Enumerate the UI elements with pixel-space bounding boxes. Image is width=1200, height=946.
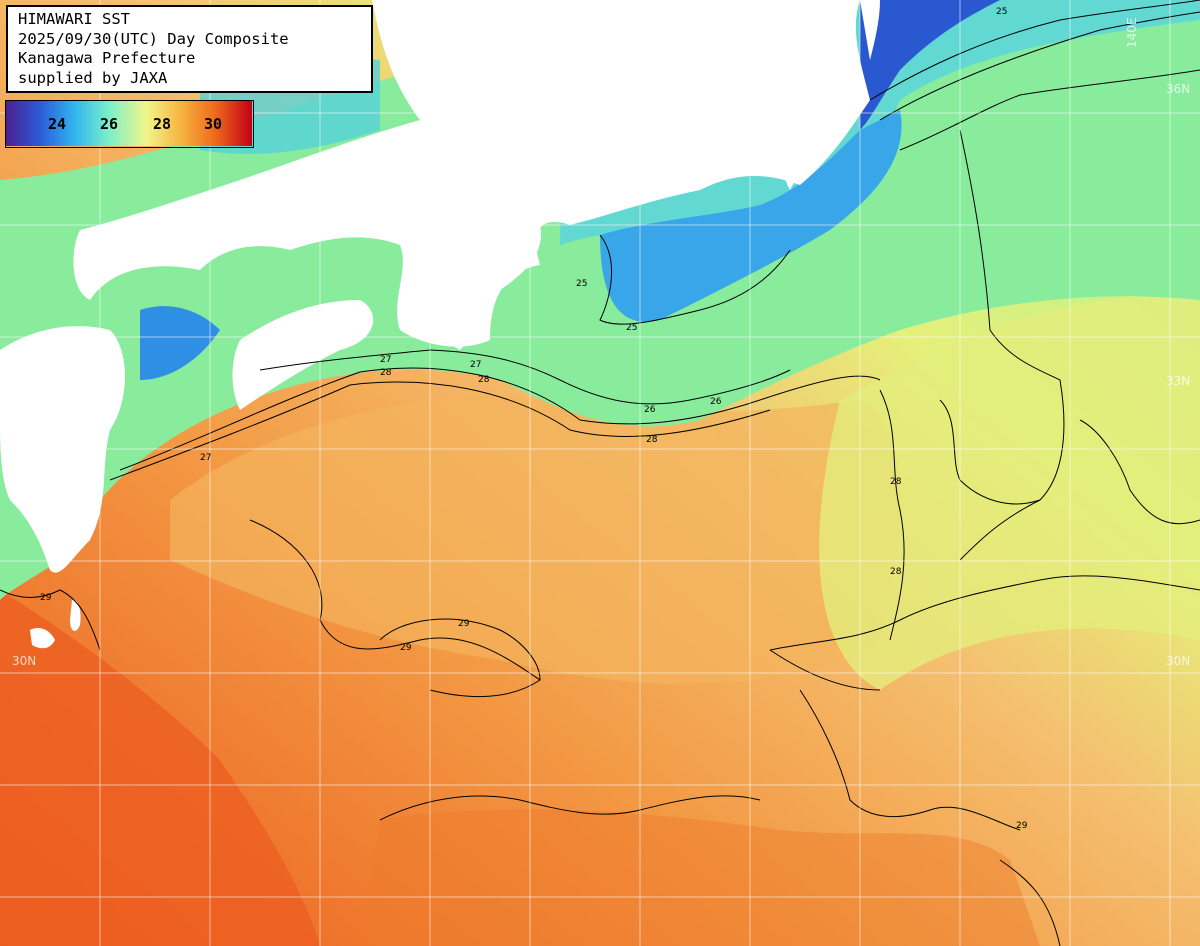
lon-label-140e: 140E xyxy=(1125,17,1139,49)
legend-tick: 30 xyxy=(203,115,223,133)
contour-label: 28 xyxy=(646,435,658,445)
legend-tick: 26 xyxy=(99,115,119,133)
deep-blue-water-sagami xyxy=(860,0,1000,130)
contour-label: 25 xyxy=(576,279,587,289)
warm-water-central xyxy=(170,395,900,684)
contour-label: 26 xyxy=(710,397,722,407)
legend-tick: 28 xyxy=(152,115,172,133)
legend-tick: 24 xyxy=(47,115,67,133)
contour-label: 26 xyxy=(644,405,656,415)
lat-label-33n-right: 33N xyxy=(1166,374,1191,388)
contour-label: 27 xyxy=(380,355,391,365)
lon-label-136e: 136E xyxy=(480,0,494,20)
lat-label-30n-right: 30N xyxy=(1166,654,1191,668)
land-izu xyxy=(775,114,830,190)
land-island-yakushima xyxy=(70,599,81,632)
contour-label: 28 xyxy=(890,477,902,487)
land-honshu-east xyxy=(860,0,880,60)
contour-label: 25 xyxy=(996,7,1007,17)
contour-label-group: 25 25 25 26 26 27 27 27 28 28 28 28 28 2… xyxy=(40,7,1028,831)
temperature-legend: 24 26 28 30 xyxy=(5,100,254,148)
hot-water-southwest xyxy=(0,590,320,946)
legend-color-bar xyxy=(6,101,252,146)
contour-label: 29 xyxy=(400,643,412,653)
land-honshu xyxy=(73,0,870,347)
contour-label: 29 xyxy=(1016,821,1028,831)
contour-label: 29 xyxy=(458,619,470,629)
title-line-4: supplied by JAXA xyxy=(18,68,168,87)
contour-label: 27 xyxy=(470,360,481,370)
title-line-3: Kanagawa Prefecture xyxy=(18,49,196,67)
contour-label: 28 xyxy=(890,567,902,577)
contour-label: 25 xyxy=(626,323,637,333)
blue-water-setonaikai xyxy=(140,306,220,380)
contour-label: 28 xyxy=(380,368,392,378)
yellow-water-east xyxy=(819,290,1200,690)
contour-label: 28 xyxy=(478,375,490,385)
lat-label-30n-left: 30N xyxy=(12,654,37,668)
blue-water-ise xyxy=(600,110,902,322)
contour-label: 29 xyxy=(40,593,52,603)
title-line-1: HIMAWARI SST xyxy=(18,10,130,28)
land-shikoku xyxy=(232,300,374,410)
title-box: HIMAWARI SST 2025/09/30(UTC) Day Composi… xyxy=(6,5,373,93)
lat-label-36n-right: 36N xyxy=(1166,82,1191,96)
title-line-2: 2025/09/30(UTC) Day Composite xyxy=(18,29,289,48)
land-kii-peninsula xyxy=(410,219,541,350)
land-island-tanegashima xyxy=(30,628,55,649)
contour-label: 27 xyxy=(200,453,211,463)
